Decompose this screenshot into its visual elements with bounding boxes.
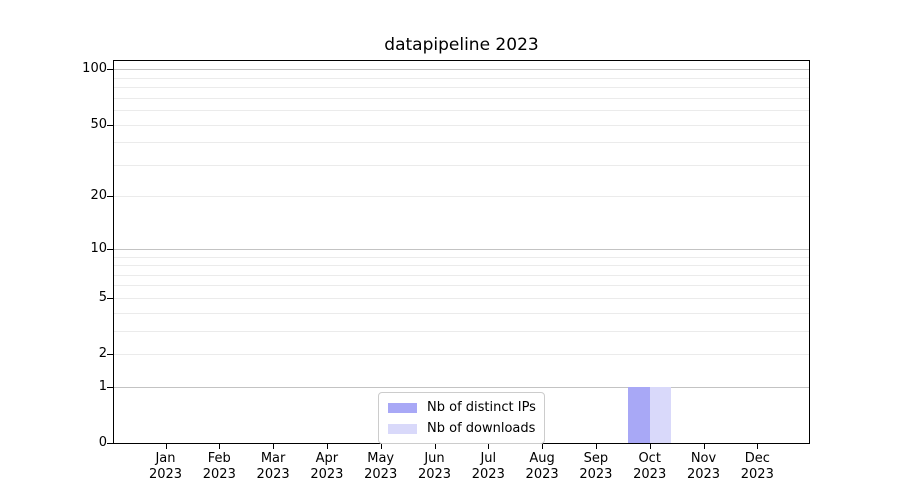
y-tick-mark bbox=[107, 386, 113, 388]
y-gridline-minor bbox=[114, 330, 809, 332]
x-tick-year: 2023 bbox=[310, 467, 344, 482]
plot-area bbox=[113, 60, 810, 444]
x-tick-year: 2023 bbox=[417, 467, 452, 482]
x-tick-month: Apr bbox=[315, 451, 339, 466]
x-tick-month: Dec bbox=[744, 451, 770, 466]
y-tick-label: 20 bbox=[90, 188, 107, 204]
y-tick-label: 10 bbox=[90, 240, 107, 256]
x-tick-label: May 2023 bbox=[349, 451, 413, 483]
y-tick-mark bbox=[107, 124, 113, 126]
y-tick-mark bbox=[107, 297, 113, 299]
x-tick-label: Jan 2023 bbox=[134, 451, 198, 483]
legend-swatch-downloads bbox=[388, 423, 417, 434]
x-tick-month: Jul bbox=[480, 451, 497, 466]
y-gridline-minor bbox=[114, 285, 809, 287]
x-tick-label: Sep 2023 bbox=[564, 451, 628, 483]
y-tick-label: 0 bbox=[98, 435, 107, 450]
x-tick-label: Feb 2023 bbox=[187, 451, 251, 483]
x-tick-year: 2023 bbox=[633, 467, 667, 482]
y-tick-mark bbox=[107, 196, 113, 198]
x-tick-mark bbox=[434, 444, 436, 449]
legend-label: Nb of downloads bbox=[427, 421, 536, 436]
x-tick-year: 2023 bbox=[579, 467, 613, 482]
x-tick-mark bbox=[219, 444, 221, 449]
y-gridline-minor bbox=[114, 196, 809, 198]
y-tick-mark bbox=[107, 248, 113, 250]
legend-entry: Nb of distinct IPs bbox=[388, 398, 536, 417]
y-gridline-minor bbox=[114, 142, 809, 144]
x-tick-mark bbox=[542, 444, 544, 449]
y-gridline-minor bbox=[114, 87, 809, 89]
x-tick-month: Sep bbox=[583, 451, 609, 466]
x-tick-label: Aug 2023 bbox=[510, 451, 574, 483]
bar-oct-distinct-ips bbox=[628, 386, 650, 443]
y-tick-label: 2 bbox=[98, 346, 107, 361]
x-tick-label: Mar 2023 bbox=[241, 451, 305, 483]
y-gridline-major bbox=[114, 248, 809, 250]
y-gridline-minor bbox=[114, 312, 809, 314]
x-tick-mark bbox=[326, 444, 328, 449]
x-tick-month: Aug bbox=[529, 451, 555, 466]
y-gridline-minor bbox=[114, 354, 809, 355]
x-tick-label: Jul 2023 bbox=[456, 451, 520, 483]
y-gridline-major bbox=[114, 386, 809, 388]
y-tick-label: 50 bbox=[90, 116, 107, 132]
x-tick-month: Jan bbox=[155, 451, 176, 466]
y-tick-mark bbox=[107, 69, 113, 71]
x-tick-mark bbox=[757, 444, 759, 449]
y-gridline-minor bbox=[114, 265, 809, 266]
legend: Nb of distinct IPs Nb of downloads bbox=[378, 392, 545, 444]
x-tick-year: 2023 bbox=[471, 467, 505, 482]
y-gridline-minor bbox=[114, 297, 809, 299]
y-tick-label: 100 bbox=[82, 61, 107, 77]
x-tick-month: Jun bbox=[424, 451, 445, 466]
x-tick-year: 2023 bbox=[202, 467, 236, 482]
x-tick-mark bbox=[595, 444, 597, 449]
x-tick-year: 2023 bbox=[525, 467, 559, 482]
y-gridline-minor bbox=[114, 256, 809, 258]
legend-swatch-distinct-ips bbox=[388, 402, 417, 413]
x-tick-month: Oct bbox=[638, 451, 661, 466]
legend-label: Nb of distinct IPs bbox=[427, 400, 536, 415]
x-tick-mark bbox=[488, 444, 490, 449]
x-tick-label: Dec 2023 bbox=[725, 451, 789, 483]
x-tick-month: Mar bbox=[260, 451, 286, 466]
y-gridline-minor bbox=[114, 97, 809, 99]
y-gridline-minor bbox=[114, 77, 809, 79]
y-gridline-major bbox=[114, 69, 809, 71]
x-tick-year: 2023 bbox=[686, 467, 721, 482]
y-gridline-minor bbox=[114, 124, 809, 126]
x-tick-month: Feb bbox=[207, 451, 231, 466]
x-tick-year: 2023 bbox=[256, 467, 290, 482]
y-gridline-minor bbox=[114, 274, 809, 276]
x-tick-mark bbox=[380, 444, 382, 449]
legend-entry: Nb of downloads bbox=[388, 419, 535, 438]
y-gridline-minor bbox=[114, 164, 809, 166]
y-tick-mark bbox=[107, 443, 113, 444]
x-tick-month: Nov bbox=[690, 451, 717, 466]
chart-title: datapipeline 2023 bbox=[384, 35, 539, 55]
x-tick-label: Nov 2023 bbox=[672, 451, 736, 483]
x-tick-year: 2023 bbox=[740, 467, 774, 482]
x-tick-mark bbox=[703, 444, 705, 449]
x-tick-label: Apr 2023 bbox=[295, 451, 359, 483]
x-tick-year: 2023 bbox=[148, 467, 183, 482]
x-tick-year: 2023 bbox=[364, 467, 398, 482]
x-tick-label: Oct 2023 bbox=[618, 451, 682, 483]
y-tick-mark bbox=[107, 354, 113, 355]
x-tick-mark bbox=[165, 444, 167, 449]
x-tick-mark bbox=[649, 444, 651, 449]
x-tick-label: Jun 2023 bbox=[403, 451, 467, 483]
y-gridline-minor bbox=[114, 110, 809, 111]
y-tick-label: 1 bbox=[98, 378, 107, 394]
x-tick-month: May bbox=[367, 451, 395, 466]
bar-oct-downloads bbox=[649, 386, 672, 443]
x-tick-mark bbox=[273, 444, 275, 449]
y-tick-label: 5 bbox=[98, 289, 107, 305]
